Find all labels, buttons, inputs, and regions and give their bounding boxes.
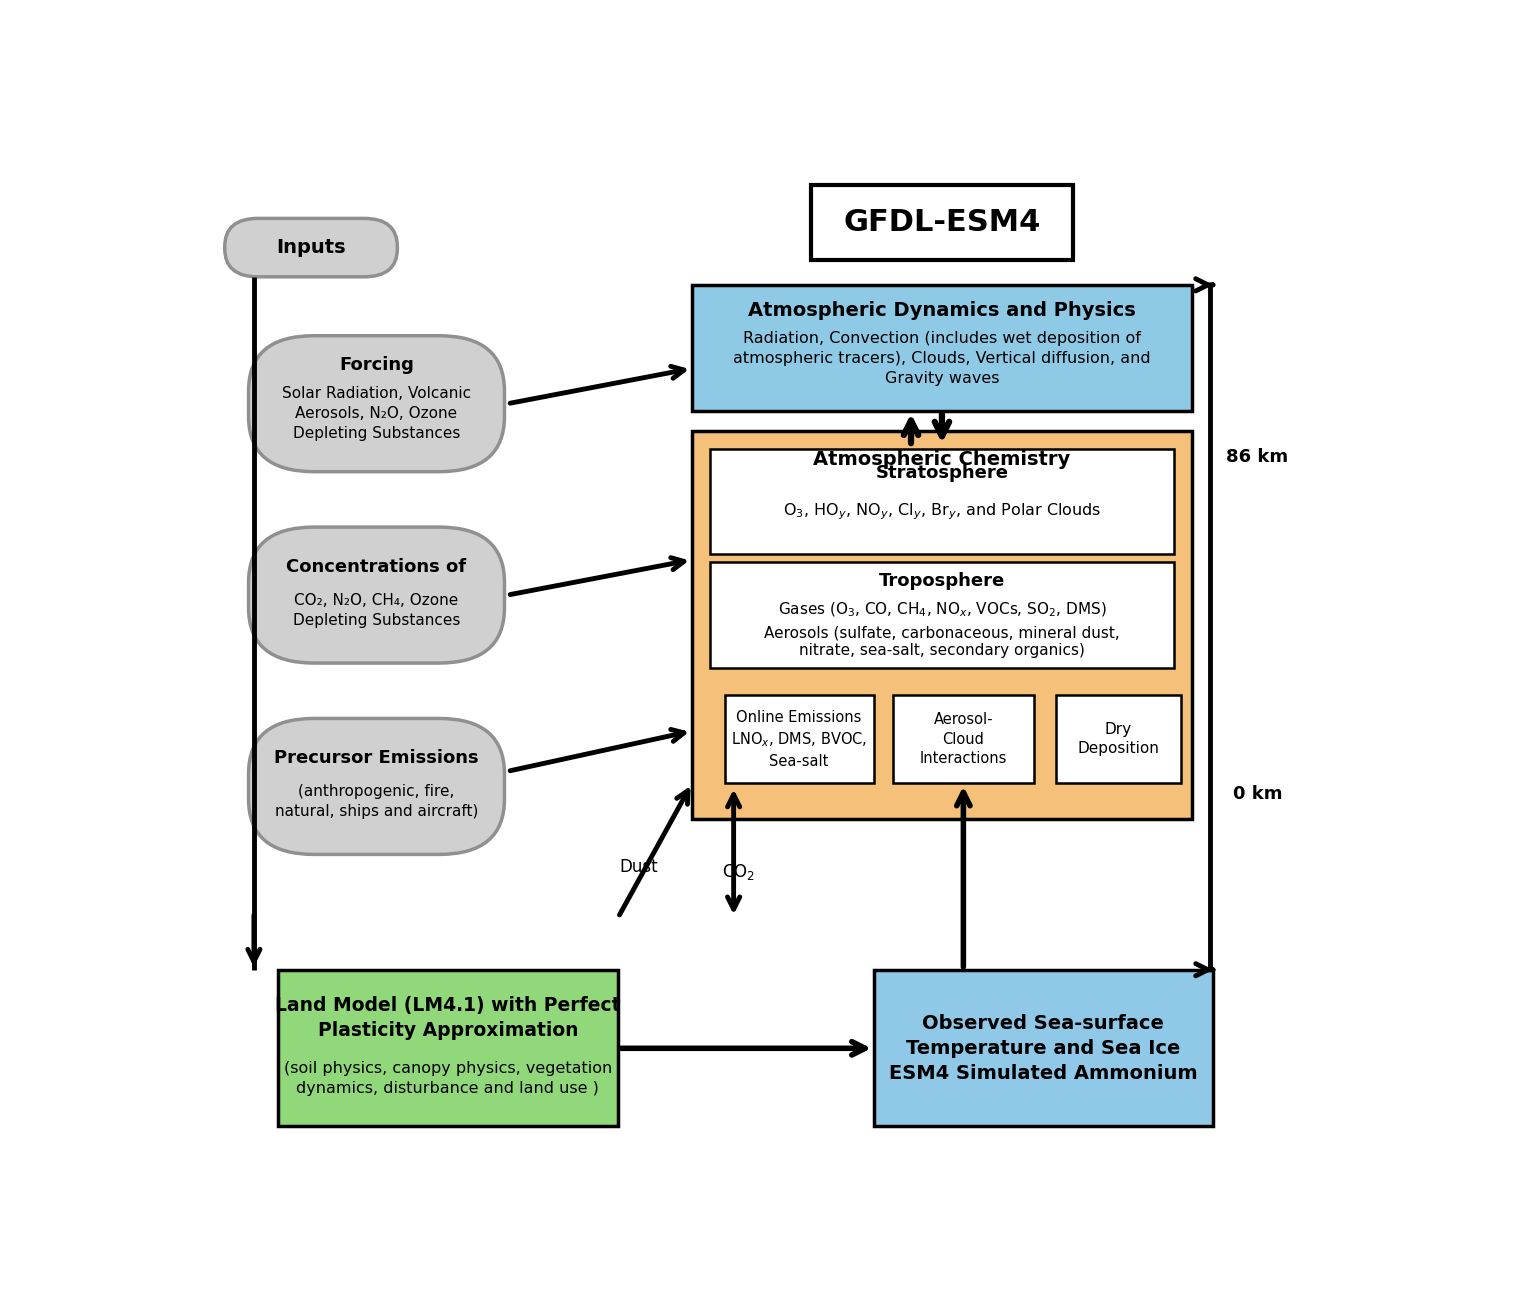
Text: Stratosphere: Stratosphere — [876, 464, 1009, 483]
FancyBboxPatch shape — [691, 432, 1192, 819]
Text: Forcing: Forcing — [339, 357, 413, 374]
Text: Atmospheric Chemistry: Atmospheric Chemistry — [814, 450, 1071, 470]
FancyBboxPatch shape — [1055, 695, 1181, 783]
FancyBboxPatch shape — [710, 562, 1174, 668]
FancyBboxPatch shape — [811, 184, 1074, 260]
Text: Online Emissions
LNO$_x$, DMS, BVOC,
Sea-salt: Online Emissions LNO$_x$, DMS, BVOC, Sea… — [731, 709, 868, 769]
Text: Troposphere: Troposphere — [879, 572, 1005, 590]
FancyBboxPatch shape — [892, 695, 1034, 783]
Text: GFDL-ESM4: GFDL-ESM4 — [843, 208, 1040, 237]
Text: Precursor Emissions: Precursor Emissions — [275, 749, 479, 768]
FancyBboxPatch shape — [691, 285, 1192, 411]
FancyBboxPatch shape — [249, 718, 504, 854]
Text: Dust: Dust — [619, 858, 657, 876]
FancyBboxPatch shape — [874, 971, 1213, 1126]
Text: (anthropogenic, fire,
natural, ships and aircraft): (anthropogenic, fire, natural, ships and… — [275, 783, 478, 819]
FancyBboxPatch shape — [725, 695, 874, 783]
Text: nitrate, sea-salt, secondary organics): nitrate, sea-salt, secondary organics) — [799, 644, 1084, 658]
Text: CO$_2$: CO$_2$ — [722, 862, 754, 882]
Text: Atmospheric Dynamics and Physics: Atmospheric Dynamics and Physics — [748, 301, 1135, 319]
Text: Land Model (LM4.1) with Perfect
Plasticity Approximation: Land Model (LM4.1) with Perfect Plastici… — [275, 997, 621, 1040]
Text: Radiation, Convection (includes wet deposition of
atmospheric tracers), Clouds, : Radiation, Convection (includes wet depo… — [733, 331, 1150, 386]
FancyBboxPatch shape — [249, 336, 504, 472]
Text: Gases (O$_3$, CO, CH$_4$, NO$_x$, VOCs, SO$_2$, DMS): Gases (O$_3$, CO, CH$_4$, NO$_x$, VOCs, … — [777, 600, 1106, 620]
FancyBboxPatch shape — [710, 449, 1174, 555]
Text: 86 km: 86 km — [1226, 447, 1289, 466]
Text: Observed Sea-surface
Temperature and Sea Ice
ESM4 Simulated Ammonium: Observed Sea-surface Temperature and Sea… — [889, 1014, 1198, 1083]
Text: Aerosol-
Cloud
Interactions: Aerosol- Cloud Interactions — [920, 712, 1008, 766]
Text: Inputs: Inputs — [276, 238, 346, 258]
Text: Aerosols (sulfate, carbonaceous, mineral dust,: Aerosols (sulfate, carbonaceous, mineral… — [763, 625, 1120, 641]
Text: CO₂, N₂O, CH₄, Ozone
Depleting Substances: CO₂, N₂O, CH₄, Ozone Depleting Substance… — [293, 593, 461, 628]
Text: Concentrations of: Concentrations of — [286, 559, 467, 576]
Text: 0 km: 0 km — [1233, 785, 1283, 803]
Text: Solar Radiation, Volcanic
Aerosols, N₂O, Ozone
Depleting Substances: Solar Radiation, Volcanic Aerosols, N₂O,… — [283, 386, 472, 441]
Text: (soil physics, canopy physics, vegetation
dynamics, disturbance and land use ): (soil physics, canopy physics, vegetatio… — [284, 1061, 611, 1096]
FancyBboxPatch shape — [249, 527, 504, 663]
Text: O$_3$, HO$_y$, NO$_y$, Cl$_y$, Br$_y$, and Polar Clouds: O$_3$, HO$_y$, NO$_y$, Cl$_y$, Br$_y$, a… — [783, 501, 1101, 522]
FancyBboxPatch shape — [224, 218, 398, 277]
FancyBboxPatch shape — [278, 971, 617, 1126]
Text: Dry
Deposition: Dry Deposition — [1077, 722, 1160, 756]
